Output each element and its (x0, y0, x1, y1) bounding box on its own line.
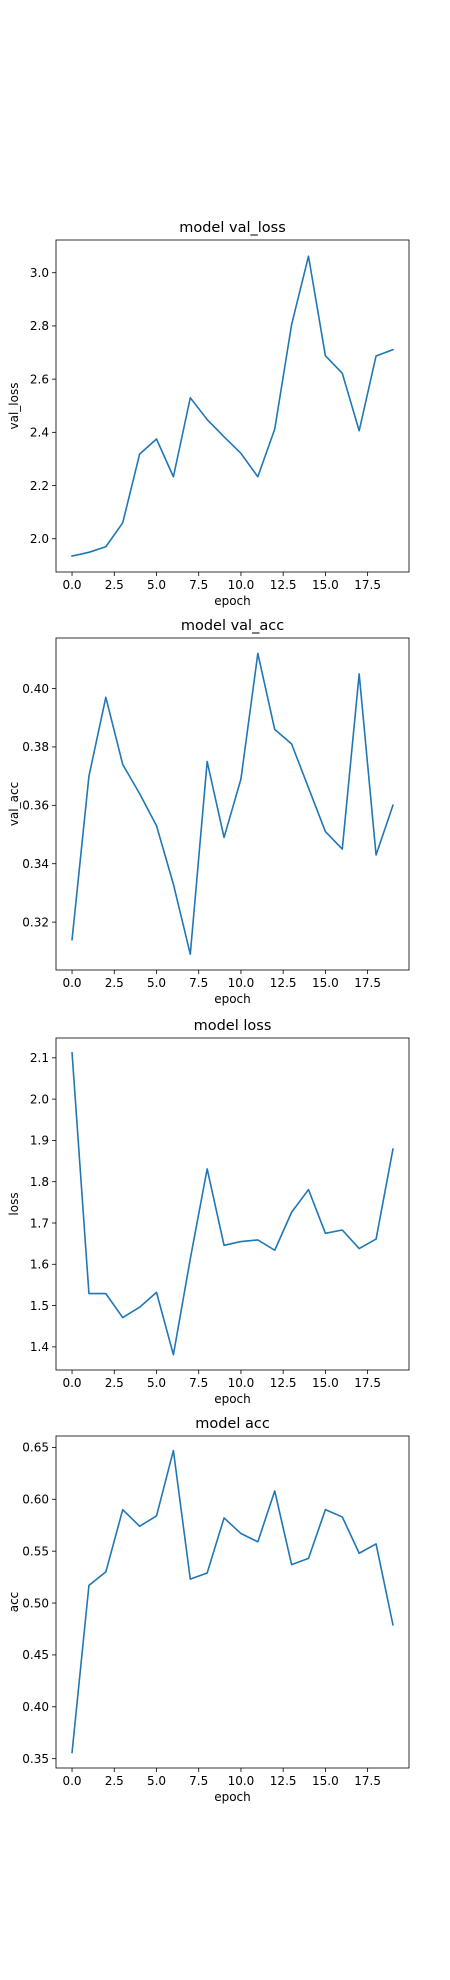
y-tick-label: 2.0 (30, 1092, 49, 1106)
series-line (71, 1449, 394, 1754)
y-tick-label: 0.32 (22, 915, 49, 929)
y-tick-label: 2.4 (30, 426, 49, 440)
y-axis-label: loss (7, 1192, 21, 1215)
x-tick-label: 7.5 (189, 976, 208, 990)
y-tick-label: 2.8 (30, 319, 49, 333)
x-tick-label: 10.0 (228, 1376, 255, 1390)
chart-panel-0: model val_loss 0.0 2.5 5.0 7.5 10.0 12.5 15.0 17… (7, 220, 410, 608)
y-tick-label: 2.1 (30, 1051, 49, 1065)
x-tick-label: 10.0 (228, 976, 255, 990)
x-tick-label: 0.0 (62, 1774, 81, 1788)
x-tick-label: 17.5 (354, 976, 381, 990)
chart-panel-2: model loss 0.0 2.5 5.0 7.5 10.0 12.5 15.0 17.5 1.… (7, 1018, 410, 1406)
chart-panel-3: model acc 0.0 2.5 5.0 7.5 10.0 12.5 15.0 17.5 0.3… (7, 1416, 410, 1804)
x-tick-label: 7.5 (189, 1774, 208, 1788)
chart-title: model val_acc (181, 618, 284, 634)
y-tick-label: 0.60 (22, 1493, 49, 1507)
x-axis-label: epoch (214, 1790, 251, 1804)
x-tick-label: 10.0 (228, 578, 255, 592)
x-axis-label: epoch (214, 594, 251, 608)
x-tick-label: 12.5 (270, 1376, 297, 1390)
y-tick-label: 0.55 (22, 1544, 49, 1558)
x-tick-label: 15.0 (312, 1376, 339, 1390)
y-tick-label: 2.0 (30, 532, 49, 546)
series-line (71, 652, 394, 956)
y-tick-label: 1.5 (30, 1299, 49, 1313)
y-tick-label: 3.0 (30, 266, 49, 280)
y-tick-label: 0.38 (22, 740, 49, 754)
y-tick-label: 0.50 (22, 1596, 49, 1610)
x-tick-label: 12.5 (270, 976, 297, 990)
y-tick-label: 0.35 (22, 1752, 49, 1766)
x-tick-label: 5.0 (147, 1774, 166, 1788)
y-axis-label: acc (7, 1592, 21, 1613)
x-tick-label: 5.0 (147, 976, 166, 990)
chart-panel-1: model val_acc 0.0 2.5 5.0 7.5 10.0 12.5 15.0 17.… (7, 618, 410, 1006)
axes-frame (55, 637, 410, 971)
y-axis-label: val_loss (7, 383, 21, 430)
chart-title: model acc (195, 1416, 270, 1432)
x-tick-label: 17.5 (354, 1376, 381, 1390)
series-line (71, 1052, 394, 1356)
y-tick-label: 1.9 (30, 1134, 49, 1148)
chart-title: model val_loss (179, 220, 286, 236)
x-tick-label: 15.0 (312, 578, 339, 592)
y-tick-label: 2.6 (30, 372, 49, 386)
x-tick-label: 5.0 (147, 578, 166, 592)
x-tick-label: 7.5 (189, 1376, 208, 1390)
x-tick-label: 15.0 (312, 1774, 339, 1788)
y-tick-label: 0.40 (22, 682, 49, 696)
y-tick-label: 0.40 (22, 1700, 49, 1714)
axes-frame (55, 239, 410, 573)
x-tick-label: 15.0 (312, 976, 339, 990)
x-tick-label: 12.5 (270, 1774, 297, 1788)
x-tick-label: 2.5 (105, 1774, 124, 1788)
x-tick-label: 17.5 (354, 1774, 381, 1788)
x-tick-label: 7.5 (189, 578, 208, 592)
x-tick-label: 0.0 (62, 1376, 81, 1390)
y-tick-label: 0.34 (22, 857, 49, 871)
x-tick-label: 0.0 (62, 976, 81, 990)
x-axis-label: epoch (214, 992, 251, 1006)
x-tick-label: 5.0 (147, 1376, 166, 1390)
y-axis-label: val_acc (7, 782, 21, 826)
chart-title: model loss (194, 1018, 272, 1034)
y-tick-label: 0.65 (22, 1441, 49, 1455)
series-line (71, 255, 394, 557)
y-tick-label: 1.7 (30, 1216, 49, 1230)
x-tick-label: 0.0 (62, 578, 81, 592)
x-tick-label: 2.5 (105, 1376, 124, 1390)
y-tick-label: 1.6 (30, 1258, 49, 1272)
axes-frame (55, 1037, 410, 1371)
y-tick-label: 0.45 (22, 1648, 49, 1662)
x-tick-label: 17.5 (354, 578, 381, 592)
y-tick-label: 1.4 (30, 1340, 49, 1354)
axes-frame (55, 1435, 410, 1769)
x-tick-label: 12.5 (270, 578, 297, 592)
y-tick-label: 0.36 (22, 799, 49, 813)
y-tick-label: 2.2 (30, 479, 49, 493)
x-tick-label: 2.5 (105, 976, 124, 990)
x-tick-label: 10.0 (228, 1774, 255, 1788)
x-axis-label: epoch (214, 1392, 251, 1406)
x-tick-label: 2.5 (105, 578, 124, 592)
y-tick-label: 1.8 (30, 1175, 49, 1189)
